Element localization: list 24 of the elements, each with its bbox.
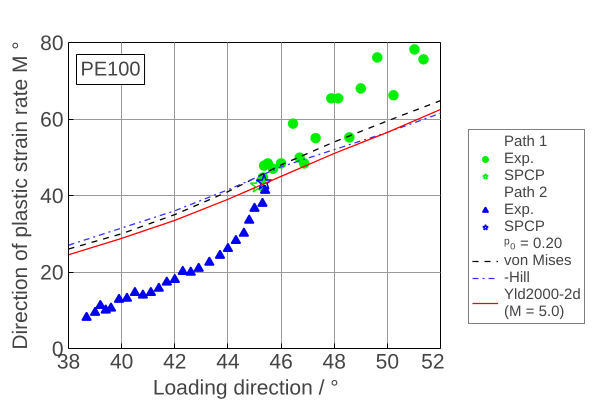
x-tick-label: 42 [163, 350, 186, 374]
text: Path 1 [504, 133, 548, 150]
annotation: PE100 [80, 58, 141, 80]
x-tick-label: 44 [216, 350, 240, 374]
x-tick-label: 50 [376, 350, 400, 374]
y-tick-label: 40 [40, 185, 64, 208]
legend-label: SPCP [504, 167, 545, 184]
text: Path 2 [504, 184, 548, 201]
y-axis-title: Direction of plastic strain rate M ° [9, 41, 32, 350]
legend-label: Yld2000-2d (M = 5.0) [504, 286, 581, 320]
text: ᵖ₀ = 0.20 [504, 235, 562, 252]
x-tick-label: 46 [269, 350, 293, 374]
x-tick-label: 52 [421, 350, 444, 374]
legend-label: Exp. [504, 201, 534, 218]
y-tick-label: 20 [40, 262, 64, 284]
legend-label: SPCP [504, 218, 545, 235]
x-tick-label: 40 [110, 350, 134, 374]
legend-label: Exp. [504, 150, 534, 167]
legend-label: von Mises [504, 252, 572, 269]
x-axis-title: Loading direction / ° [152, 376, 339, 400]
y-tick-label: 80 [40, 32, 64, 55]
y-tick-label: 60 [40, 108, 64, 132]
x-tick-label: 48 [322, 350, 346, 374]
legend-label: -Hill [504, 269, 530, 286]
